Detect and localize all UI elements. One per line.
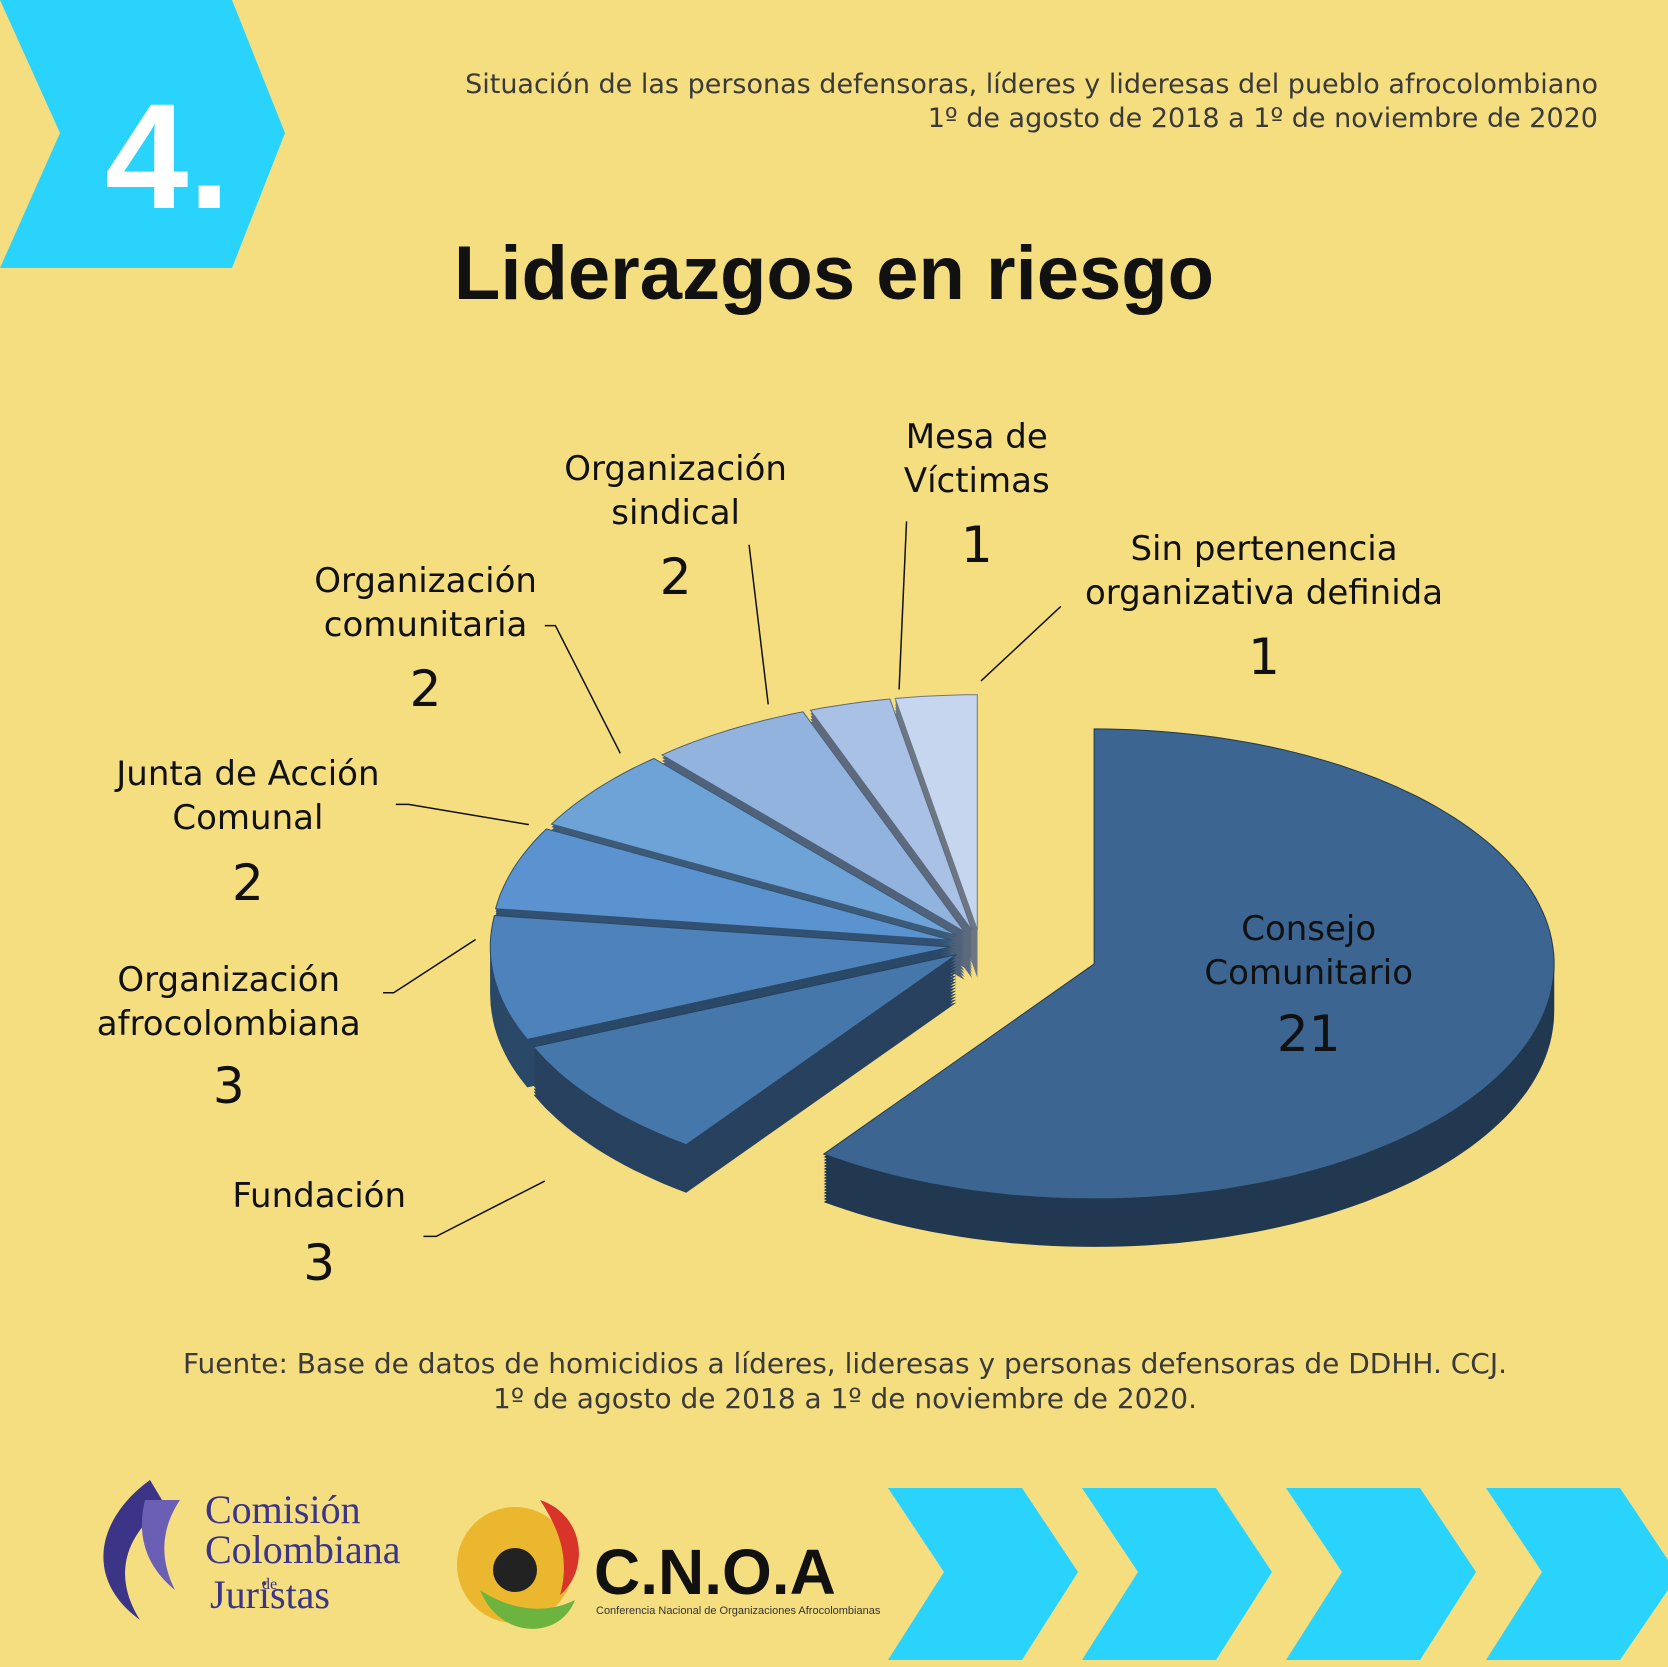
slice-label: Fundación <box>232 1175 407 1216</box>
logo-text: Colombiana <box>205 1527 401 1572</box>
logo-mark <box>141 1500 180 1590</box>
leader-line <box>980 605 1062 682</box>
value-label: 1 <box>1248 627 1280 686</box>
chart-title: Liderazgos en riesgo <box>453 231 1215 316</box>
chevron <box>888 1488 1078 1660</box>
leader-line <box>423 1180 546 1238</box>
pie-slice <box>494 828 952 941</box>
logo-text: de <box>262 1576 278 1593</box>
chevron <box>1082 1488 1272 1660</box>
value-label: 1 <box>960 516 993 575</box>
logo-mark <box>540 1500 579 1595</box>
pie-slice <box>894 694 978 930</box>
chevron <box>1286 1488 1476 1660</box>
leader-line <box>395 803 529 826</box>
pie-slice <box>532 954 957 1146</box>
chevron <box>1486 1488 1668 1660</box>
value-label: 2 <box>409 659 442 718</box>
leader-line <box>748 544 769 705</box>
badge-number: 4. <box>105 72 231 240</box>
slice-label: Organización comunitaria <box>314 560 537 645</box>
pie-slice <box>822 728 1555 1200</box>
pie-slice <box>809 698 973 931</box>
leader-line <box>383 938 477 994</box>
pie-slice <box>660 711 966 933</box>
value-label: 3 <box>303 1234 336 1293</box>
slice-label: Junta de Acción Comunal <box>116 754 380 839</box>
logo-mark <box>480 1590 575 1629</box>
logo-text: Conferencia Nacional de Organizaciones A… <box>596 1605 881 1617</box>
value-label: 21 <box>1276 1005 1341 1064</box>
leader-line <box>544 624 621 754</box>
source: 1º de agosto de 2018 a 1º de noviembre d… <box>493 1382 1197 1415</box>
value-label: 2 <box>659 547 692 606</box>
slice-label: Mesa de Víctimas <box>903 416 1050 501</box>
logo-text: Comisión <box>205 1487 361 1532</box>
leader-line <box>898 521 908 690</box>
logo-mark <box>493 1548 537 1592</box>
slice-label: Consejo Comunitario <box>1204 908 1413 993</box>
logo-text: Juristas <box>210 1572 330 1617</box>
logo-text: C.N.O.A <box>594 1536 836 1608</box>
value-label: 2 <box>231 854 264 913</box>
value-label: 3 <box>212 1056 245 1115</box>
badge-chevron <box>0 0 285 268</box>
slice-label: Sin pertenencia organizativa definida <box>1084 528 1444 613</box>
pie-slice <box>550 757 957 936</box>
slice-label: Organización afrocolombiana <box>96 959 361 1044</box>
subtitle: 1º de agosto de 2018 a 1º de noviembre d… <box>927 103 1598 134</box>
subtitle: Situación de las personas defensoras, lí… <box>465 69 1598 100</box>
slice-label: Organización sindical <box>564 448 787 533</box>
source: Fuente: Base de datos de homicidios a lí… <box>182 1347 1508 1380</box>
pie-slice <box>489 914 951 1040</box>
